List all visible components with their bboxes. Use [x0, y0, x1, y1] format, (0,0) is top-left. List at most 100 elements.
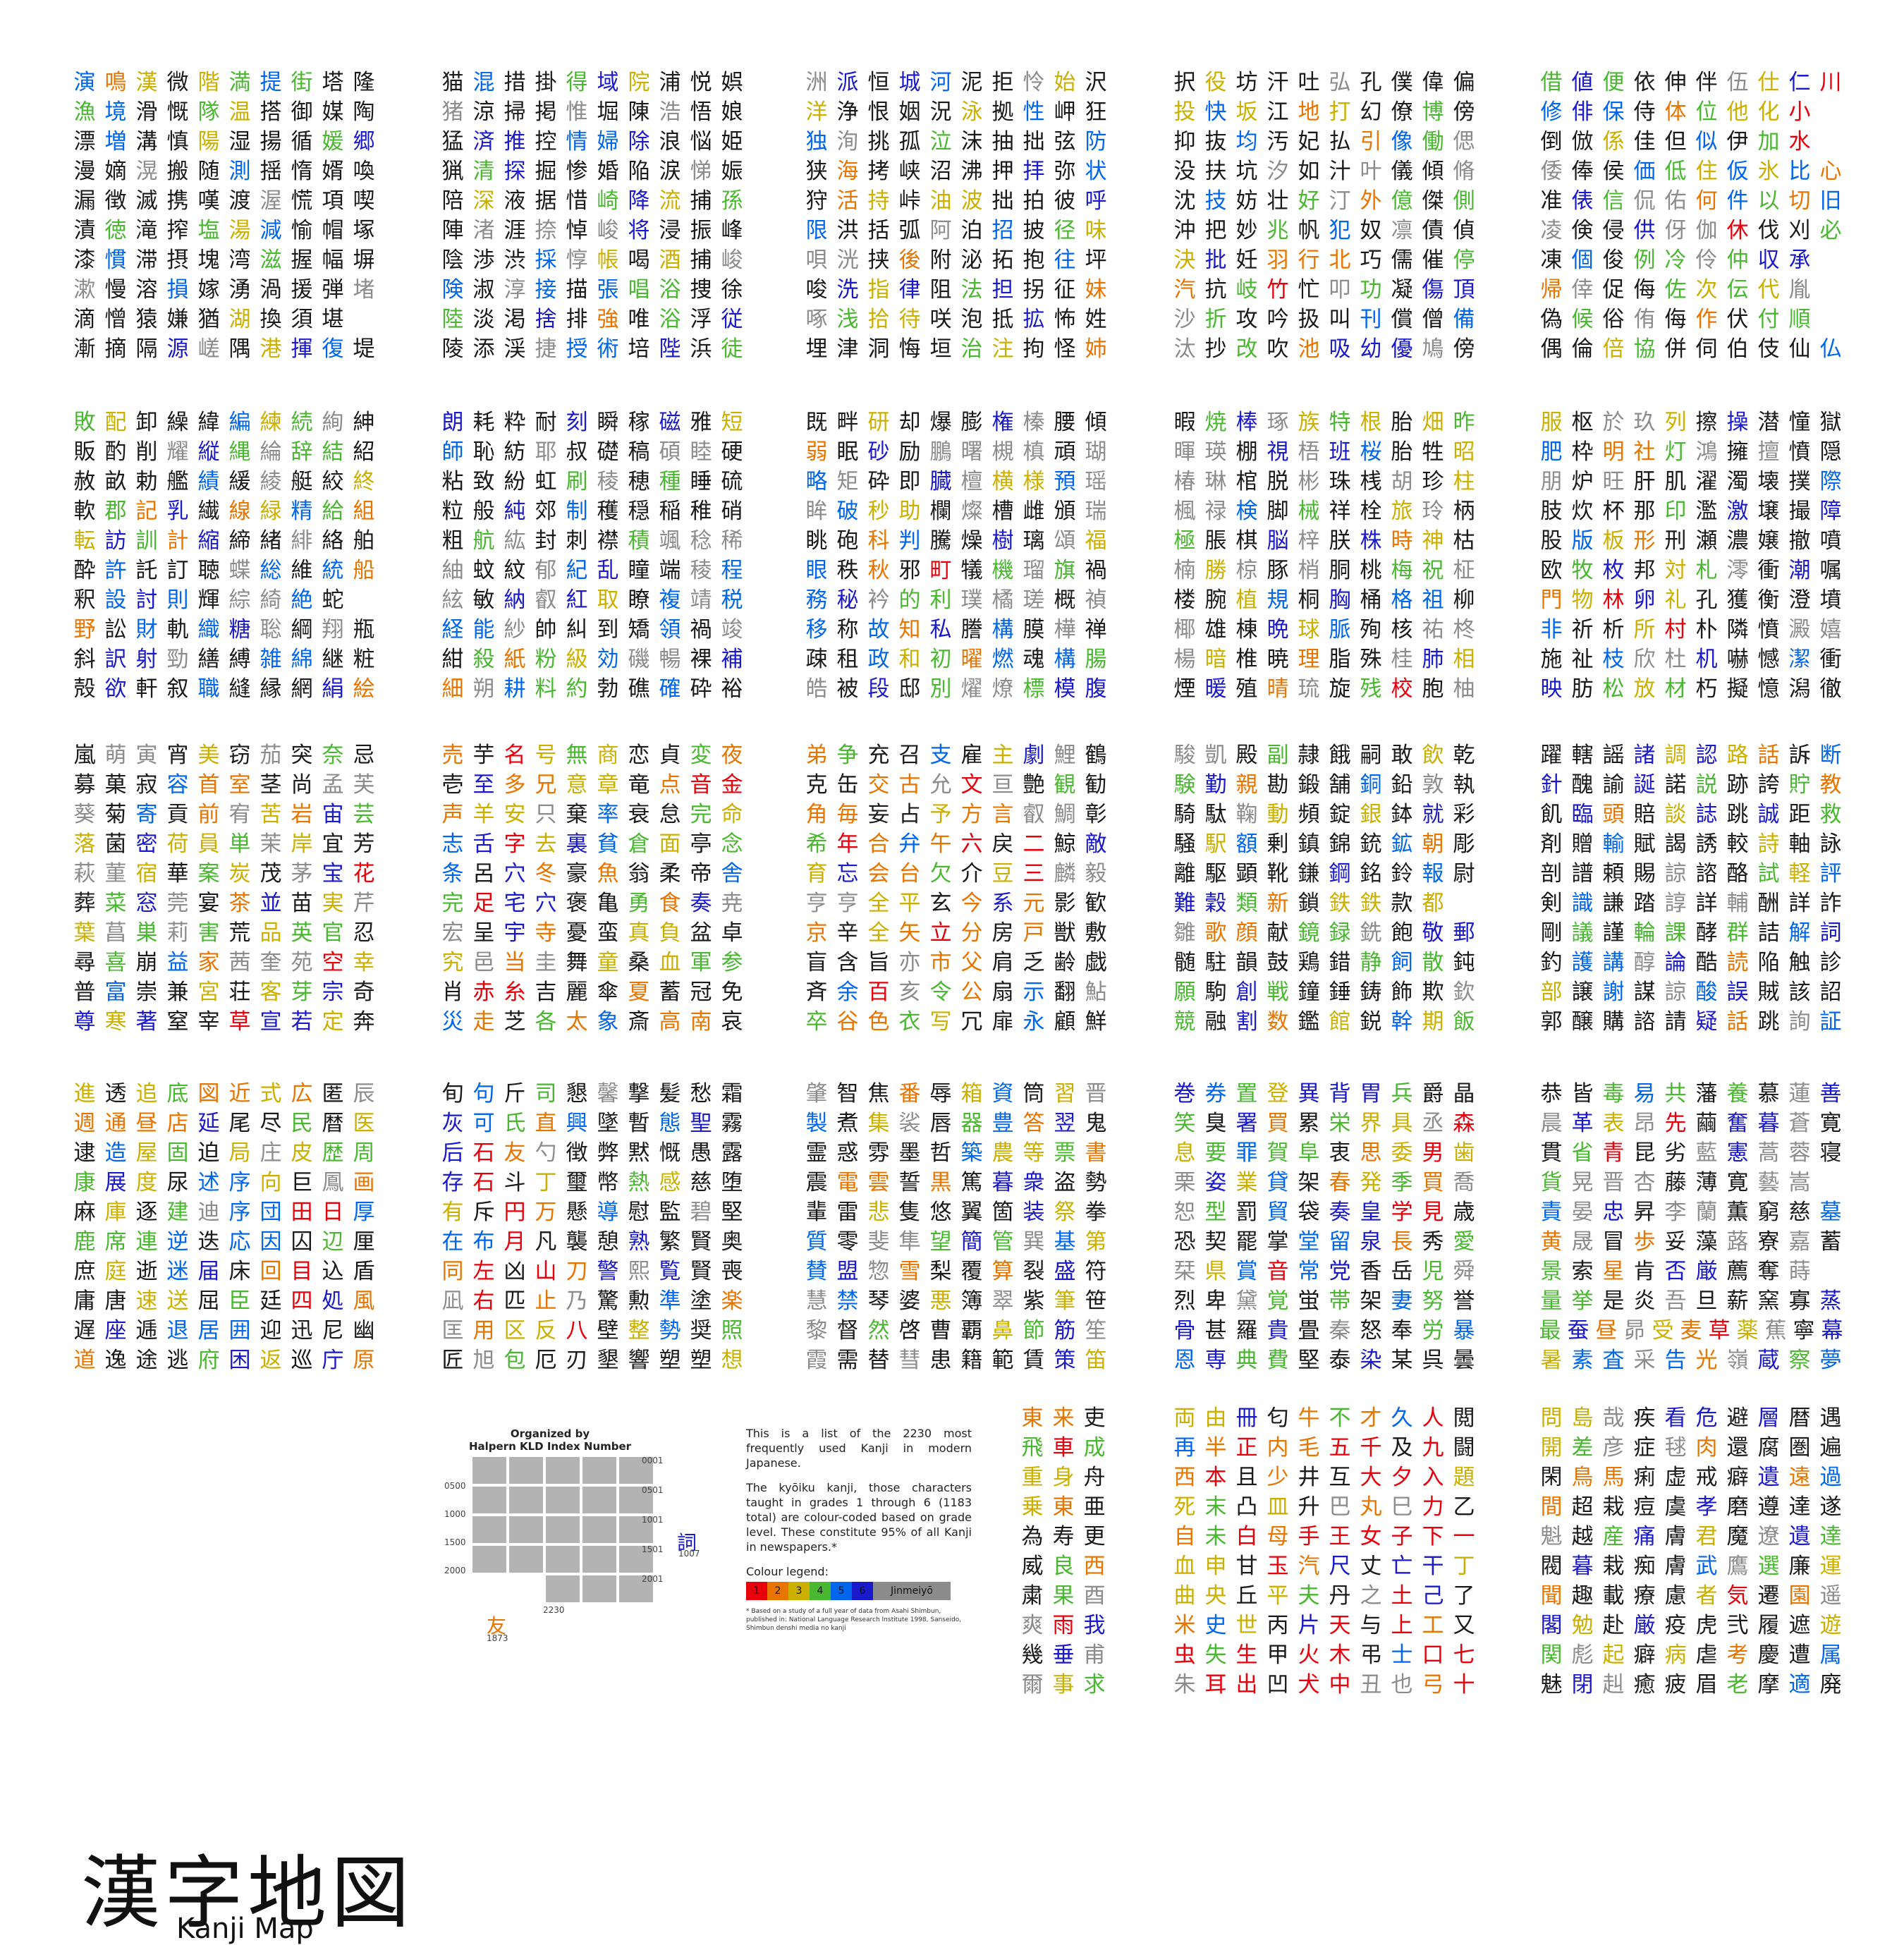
kanji-cell: 珠 [1329, 469, 1351, 494]
kanji-cell: 前 [197, 802, 220, 827]
kanji-cell: 牛 [1298, 1406, 1320, 1431]
kanji-cell: 騎 [1173, 802, 1196, 827]
kanji-cell: 城 [898, 70, 921, 95]
kanji-cell: 絶 [291, 587, 313, 613]
kanji-cell: 憤 [1757, 617, 1780, 642]
kanji-cell: 備 [1453, 307, 1475, 332]
kanji-cell: 焼 [1204, 410, 1227, 435]
kanji-cell: 六 [960, 831, 983, 857]
kanji-cell: 鳳 [322, 1170, 344, 1195]
kanji-cell: 掃 [504, 99, 526, 125]
kanji-row: 同左凶山刀警熙覧賢喪 [437, 1257, 747, 1286]
kanji-cell: 級 [566, 647, 588, 672]
kanji-cell: 皆 [1571, 1081, 1594, 1106]
kanji-cell: 廃 [1819, 1672, 1842, 1697]
kanji-cell: 習 [1054, 1081, 1076, 1106]
kanji-cell: 阻 [929, 277, 952, 303]
diagram-label-right: 1001 [642, 1515, 664, 1525]
kanji-row: 嵐萌寅宵美窃茄突奈忌 [69, 740, 379, 770]
kanji-cell: 迷 [166, 1259, 189, 1284]
kanji-cell: 囲 [228, 1318, 251, 1343]
kanji-cell: 桜 [1360, 439, 1382, 465]
kanji-cell: 懸 [566, 1200, 588, 1225]
kanji-cell: 崎 [597, 188, 619, 214]
kanji-cell: 森 [1453, 1111, 1475, 1136]
kanji-cell: 鉢 [1391, 802, 1413, 827]
kanji-cell: 拙 [991, 188, 1014, 214]
kanji-cell: 狭 [805, 159, 828, 184]
kanji-cell: 揮 [291, 336, 313, 362]
kanji-cell: 門 [1540, 587, 1563, 613]
kanji-cell: 面 [659, 831, 681, 857]
kanji-cell: 測 [228, 159, 251, 184]
kanji-row: 偽候俗侑侮作伏付順 [1536, 305, 1846, 334]
kanji-cell: 惣 [867, 1259, 890, 1284]
kanji-cell: 朴 [1695, 617, 1718, 642]
kanji-row: 匡用区反八壁整勢奨照 [437, 1316, 747, 1346]
kanji-cell: 熱 [628, 1170, 650, 1195]
kanji-cell: 多 [504, 772, 526, 798]
kanji-row: 葵菊寄貢前宥苦岩宙芸 [69, 800, 379, 829]
kanji-cell: 亘 [991, 772, 1014, 798]
kanji-cell: 琴 [867, 1288, 890, 1314]
kanji-cell: 叫 [1329, 307, 1351, 332]
kanji-cell: 欽 [1453, 980, 1475, 1005]
kanji-cell: 仕 [1757, 70, 1780, 95]
kanji-row: 粛果酉 [1017, 1581, 1327, 1611]
kanji-cell: 硬 [721, 439, 743, 465]
kanji-row: 暇焼棒琢族特根胎畑昨 [1169, 408, 1479, 437]
kanji-cell: 全 [867, 920, 890, 946]
diagram-cell [472, 1516, 506, 1543]
kanji-cell: 傍 [1453, 99, 1475, 125]
kanji-cell: 則 [166, 587, 189, 613]
kanji-cell: 琉 [1298, 676, 1320, 702]
kanji-cell: 朕 [1329, 528, 1351, 554]
kanji-cell: 禄 [1204, 499, 1227, 524]
legend-title: Colour legend: [746, 1565, 829, 1578]
kanji-cell: 史 [1204, 1613, 1227, 1638]
kanji-cell: 茉 [260, 831, 282, 857]
kanji-cell: 魚 [597, 861, 619, 886]
kanji-cell: 帥 [535, 617, 557, 642]
kanji-row: 責晏忠昇李蘭薫窮慈墓 [1536, 1197, 1846, 1227]
kanji-row: 究邑当圭舞童桑血軍参 [437, 948, 747, 977]
kanji-cell: 因 [260, 1229, 282, 1255]
kanji-cell: 武 [1695, 1554, 1718, 1579]
kanji-cell: 察 [1788, 1348, 1811, 1373]
kanji-cell: 役 [1204, 70, 1227, 95]
kanji-cell: 遍 [1819, 1435, 1842, 1461]
kanji-cell: 蒸 [1819, 1288, 1842, 1314]
kanji-row: 肖赤糸吉麗傘夏蓄冠免 [437, 977, 747, 1007]
kanji-cell: 良 [1052, 1554, 1075, 1579]
kanji-cell: 炊 [1571, 499, 1594, 524]
kanji-cell: 架 [1298, 1170, 1320, 1195]
kanji-cell: 次 [1695, 277, 1718, 303]
kanji-cell: 占 [898, 802, 921, 827]
kanji-cell: 著 [135, 1009, 158, 1035]
kanji-cell: 鮮 [1085, 1009, 1107, 1035]
kanji-cell: 玉 [1267, 1554, 1289, 1579]
kanji-cell: 愚 [690, 1140, 712, 1166]
kanji-cell: 眼 [805, 558, 828, 583]
kanji-cell: 設 [104, 587, 127, 613]
kanji-cell: 絵 [353, 676, 375, 702]
kanji-cell: 旧 [1819, 188, 1842, 214]
kanji-cell: 童 [597, 950, 619, 975]
kanji-cell: 晏 [1571, 1200, 1594, 1225]
kanji-cell: 朔 [472, 676, 495, 702]
kanji-cell: 紘 [504, 528, 526, 554]
kanji-cell: 鳥 [1571, 1465, 1594, 1490]
kanji-cell: 玖 [1633, 410, 1656, 435]
kanji-cell: 積 [628, 528, 650, 554]
kanji-cell: 獄 [1819, 410, 1842, 435]
kanji-cell: 宗 [322, 980, 344, 1005]
kanji-row: 威良西 [1017, 1551, 1327, 1581]
kanji-cell: 談 [1664, 802, 1687, 827]
kanji-cell: 授 [566, 336, 588, 362]
kanji-cell: 智 [836, 1081, 859, 1106]
kanji-cell: 蕗 [1726, 1229, 1749, 1255]
kanji-cell: 慧 [805, 1288, 828, 1314]
kanji-cell: 幸 [353, 950, 375, 975]
kanji-row: 滴憎猿嫌猶湖換須堪 [69, 305, 379, 334]
kanji-cell: 飯 [1453, 1009, 1475, 1035]
